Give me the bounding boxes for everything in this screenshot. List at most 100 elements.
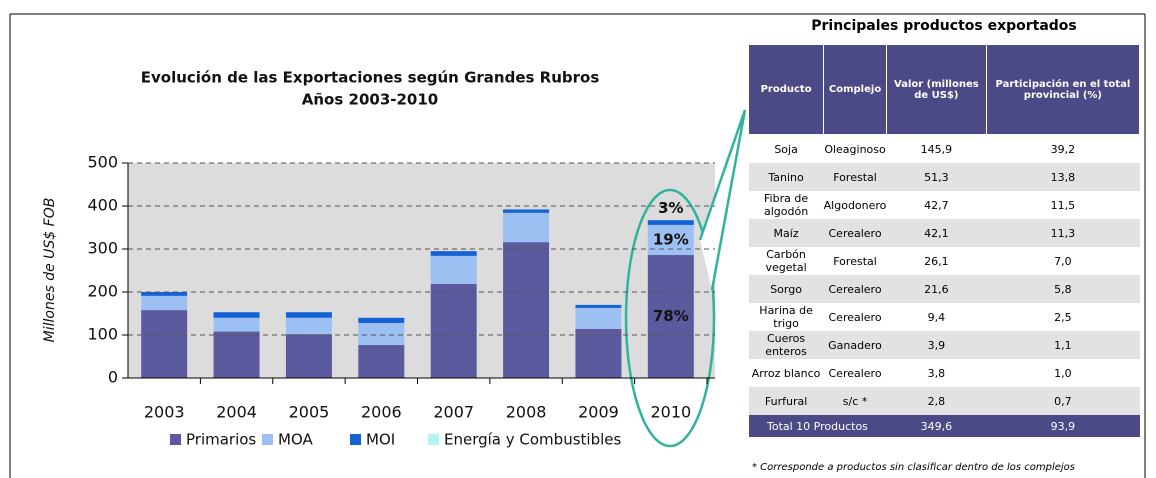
bar-segment	[575, 307, 622, 329]
x-tick-label: 2006	[361, 403, 402, 422]
table-row: Cueros enteros Ganadero 3,9 1,1	[748, 331, 1140, 359]
table-cell: Furfural	[748, 387, 824, 415]
bar-segment	[503, 212, 550, 243]
total-cell: 93,9	[986, 415, 1140, 437]
bar-segment	[213, 317, 260, 332]
x-tick-label: 2010	[650, 403, 691, 422]
table-cell: Sorgo	[748, 275, 824, 303]
header-cell: Complejo	[823, 44, 887, 135]
table-cell: Forestal	[823, 163, 887, 191]
table: Producto Complejo Valor (millones de US$) P…	[747, 44, 1141, 437]
table-cell: 5,8	[986, 275, 1140, 303]
chart-title: Evolución de las Exportaciones según Gra…	[141, 69, 600, 87]
table-cell: 1,1	[986, 331, 1140, 359]
table-row: Furfural s/c * 2,8 0,7	[748, 387, 1140, 415]
legend-swatch	[262, 434, 273, 445]
legend-swatch	[350, 434, 361, 445]
legend-label: Energía y Combustibles	[444, 431, 621, 449]
table-cell: 51,3	[886, 163, 987, 191]
table-cell: 0,7	[986, 387, 1140, 415]
bars	[141, 209, 694, 378]
x-tick-label: 2007	[433, 403, 474, 422]
table-cell: Maíz	[748, 219, 824, 247]
table-row: Maíz Cerealero 42,1 11,3	[748, 219, 1140, 247]
table-cell: 11,3	[986, 219, 1140, 247]
table-cell: 3,9	[886, 331, 987, 359]
table-cell: Algodonero	[823, 198, 887, 212]
bar-segment	[285, 334, 332, 378]
bar-segment	[647, 255, 694, 378]
x-tick-label: 2009	[578, 403, 619, 422]
y-axis-label: Millones de US$ FOB	[42, 198, 58, 343]
y-tick-label: 300	[87, 239, 118, 258]
table-row: Sorgo Cerealero 21,6 5,8	[748, 275, 1140, 303]
highlight-ellipse	[624, 188, 716, 448]
segment-annotation: 19%	[653, 230, 689, 248]
table-cell: 39,2	[1050, 142, 1076, 156]
bar-segment	[358, 317, 405, 323]
segment-annotation: 78%	[653, 307, 689, 325]
bar-segment	[213, 331, 260, 378]
table-cell: Forestal	[833, 254, 877, 268]
legend-label: MOA	[278, 431, 313, 449]
segment-annotation: 3%	[658, 199, 683, 217]
legend-swatch	[428, 434, 439, 445]
bar-segment	[430, 251, 477, 256]
table-cell: Ganadero	[823, 331, 887, 359]
table-cell: 21,6	[886, 275, 987, 303]
table-cell: Carbón vegetal	[765, 248, 807, 274]
header-cell: Producto	[747, 44, 825, 135]
bar-segment	[141, 295, 188, 311]
bar-segment	[430, 255, 477, 284]
total-cell: 349,6	[886, 415, 987, 437]
bar-segment	[647, 220, 694, 225]
bar-segment	[358, 322, 405, 345]
table-row: Harina de trigo Cerealero 9,4 2,5	[749, 303, 1140, 331]
header-cell: Participación en el total provincial (%)	[985, 44, 1141, 135]
bar-segment	[213, 312, 260, 318]
bar-segment	[575, 304, 622, 308]
table-cell: Harina de trigo	[759, 304, 813, 330]
table-cell: Tanino	[748, 163, 824, 191]
callout	[698, 109, 747, 291]
total-row: Total 10 Productos 349,6 93,9	[748, 415, 1140, 437]
header-row: Producto Complejo Valor (millones de US$) P…	[747, 44, 1141, 135]
table-cell: Cerealero	[823, 275, 887, 303]
table-cell: 13,8	[986, 163, 1140, 191]
bar-segment	[430, 283, 477, 378]
chart-subtitle: Años 2003-2010	[302, 91, 438, 109]
table-note: * Corresponde a productos sin clasificar…	[752, 462, 1075, 473]
table-cell: 2,5	[1054, 310, 1072, 324]
table-cell: 42,1	[886, 219, 987, 247]
bar-segment	[141, 310, 188, 378]
table-cell: 3,8	[927, 366, 946, 380]
bar-segment	[503, 209, 550, 213]
table-cell: Fibra de algodón	[763, 192, 809, 218]
table-cell: Cerealero	[823, 219, 887, 247]
table-cell: 7,0	[1054, 254, 1072, 268]
total-cell: Total 10 Productos	[748, 415, 887, 437]
table-cell: 145,9	[920, 142, 953, 156]
x-tick-label: 2003	[144, 403, 185, 422]
x-tick-label: 2005	[289, 403, 330, 422]
header-cell: Valor (millones de US$)	[885, 44, 987, 135]
table-row: Tanino Forestal 51,3 13,8	[748, 163, 1140, 191]
table-cell: s/c *	[823, 387, 887, 415]
x-tick-label: 2008	[506, 403, 547, 422]
table-cell: Arroz blanco	[751, 366, 821, 380]
table-row: Soja Oleaginoso 145,9 39,2	[749, 135, 1140, 164]
table-cell: 42,7	[924, 198, 949, 212]
y-tick-label: 500	[87, 153, 118, 172]
bar-segment	[358, 344, 405, 378]
y-tick-label: 0	[108, 368, 118, 387]
table-cell: 11,5	[1050, 198, 1076, 212]
table-cell: Cerealero	[828, 310, 882, 324]
table-cell: Cerealero	[828, 366, 882, 380]
legend-label: Primarios	[186, 431, 256, 449]
x-tick-label: 2004	[216, 403, 257, 422]
bar-segment	[647, 224, 694, 256]
bar-segment	[285, 317, 332, 335]
table-cell: 9,4	[927, 310, 946, 324]
table-cell: 26,1	[924, 254, 949, 268]
